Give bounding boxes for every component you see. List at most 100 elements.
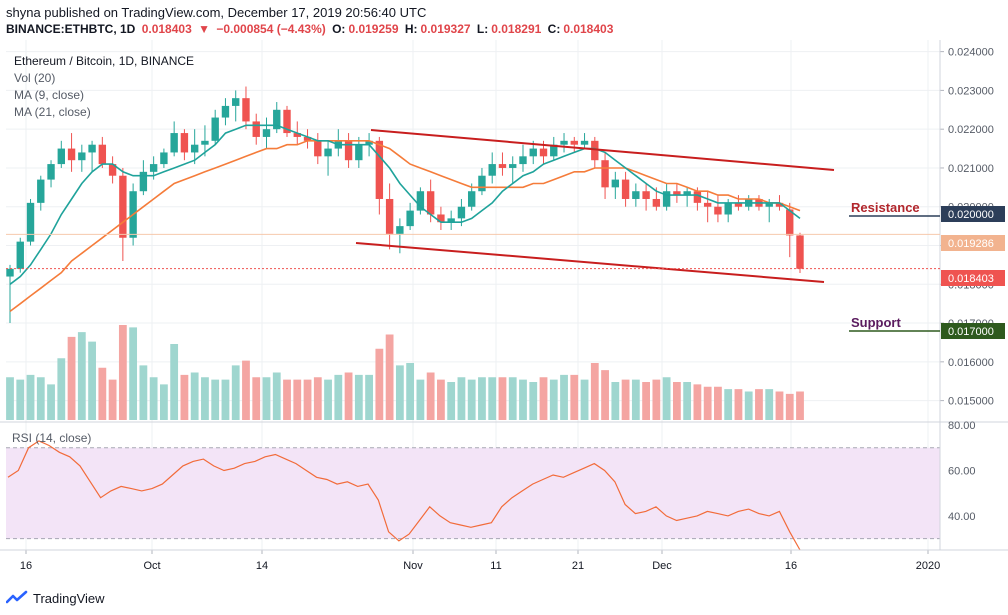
volume-bar (201, 377, 209, 420)
candle-body (765, 202, 773, 207)
candle-body (262, 129, 271, 137)
candle-body (796, 235, 804, 269)
volume-bar (262, 377, 271, 420)
chart-canvas[interactable]: 0.024000 0.023000 0.022000 0.021000 0.020000… (0, 0, 1008, 585)
volume-bar (734, 389, 743, 420)
rsi-legend: RSI (14, close) (12, 431, 91, 445)
volume-bar (170, 344, 179, 420)
volume-bar (714, 386, 722, 420)
volume-bar (457, 377, 466, 420)
volume-bar (539, 377, 548, 420)
volume-bar (77, 332, 86, 420)
price-label-text: 0.020000 (948, 209, 994, 221)
volume-bar (785, 393, 794, 420)
candle-body (662, 191, 671, 207)
symbol-label[interactable]: BINANCE:ETHBTC, 1D (6, 22, 136, 36)
volume-bar (755, 389, 763, 420)
candle-body (98, 144, 107, 165)
close-value: 0.018403 (563, 22, 614, 36)
candle-body (273, 109, 281, 130)
candle-body (190, 144, 199, 153)
volume-bar (508, 377, 517, 420)
price-label-bg (941, 235, 1005, 251)
volume-bar (375, 348, 384, 420)
volume-bar (139, 365, 148, 420)
candle-body (467, 191, 476, 207)
candle-body (642, 191, 650, 199)
volume-bar (426, 372, 435, 420)
candle-body (88, 144, 96, 153)
candle-body (734, 202, 743, 207)
x-tick-label: Nov (403, 560, 423, 572)
candle-body (786, 209, 794, 236)
rsi-line (7, 440, 801, 551)
vol-legend: Vol (20) (14, 71, 55, 85)
volume-bar (703, 386, 712, 420)
candle-body (601, 160, 609, 188)
candle-body (478, 175, 486, 192)
volume-bar (652, 379, 661, 420)
volume-bar (570, 374, 579, 420)
volume-bar (118, 325, 127, 420)
candle-body (550, 144, 558, 157)
candle-body (201, 140, 209, 145)
volume-bar (385, 334, 394, 420)
support-label: Support (851, 315, 901, 330)
volume-bar (303, 379, 312, 420)
candle-body (375, 140, 384, 199)
volume-bar (324, 379, 332, 420)
volume-bar (796, 391, 804, 420)
volume-bar (313, 377, 322, 420)
volume-bar (601, 370, 609, 420)
publish-info: shyna published on TradingView.com, Dece… (6, 5, 427, 20)
volume-bar (242, 360, 250, 420)
volume-bar (180, 374, 189, 420)
candle-body (108, 164, 117, 176)
y-tick-label: 0.024000 (948, 47, 994, 59)
candle-body (180, 133, 189, 153)
moving-averages (9, 124, 801, 313)
rsi-tick-label: 40.00 (948, 511, 976, 523)
y-tick-label: 0.022000 (948, 124, 994, 136)
candle-body (447, 218, 455, 223)
volume-bar (149, 377, 158, 420)
candle-body (693, 191, 702, 203)
volume-bar (354, 374, 363, 420)
candle-body (221, 105, 230, 118)
volume-bar (252, 377, 261, 420)
volume-bar (211, 379, 220, 420)
high-label: H: (404, 22, 418, 36)
x-tick-label: 16 (785, 560, 797, 572)
candle-body (406, 210, 414, 227)
candle-body (426, 191, 435, 215)
candle-body (78, 152, 86, 161)
volume-bar (129, 327, 138, 420)
candle-body (365, 140, 373, 145)
rsi-tick-label: 80.00 (948, 420, 976, 432)
candle-body (314, 140, 322, 157)
candle-body (303, 136, 312, 141)
high-value: 0.019327 (420, 22, 471, 36)
volume-bar (36, 377, 45, 420)
volume-bar (190, 372, 199, 420)
tradingview-logo-icon (6, 590, 28, 604)
candle-body (683, 191, 691, 196)
candle-body (591, 140, 599, 161)
candle-body (396, 226, 404, 234)
volume-bar (744, 391, 753, 420)
volume-bar (672, 382, 681, 420)
candle-body (355, 144, 363, 161)
candle-body (673, 191, 681, 196)
ohlc-bar: BINANCE:ETHBTC, 1D 0.018403 ▼ −0.000854 … (6, 22, 616, 36)
volume-bar (365, 374, 373, 420)
tradingview-logo[interactable]: TradingView (6, 589, 105, 607)
candle-body (252, 121, 260, 137)
y-tick-label: 0.023000 (948, 85, 994, 97)
volume-bar (108, 379, 117, 420)
candle-body (211, 117, 219, 141)
ma21-legend: MA (21, close) (14, 105, 91, 119)
open-value: 0.019259 (348, 22, 399, 36)
volume-bar (519, 379, 527, 420)
candle-body (160, 152, 168, 165)
volume-bar (662, 377, 671, 420)
